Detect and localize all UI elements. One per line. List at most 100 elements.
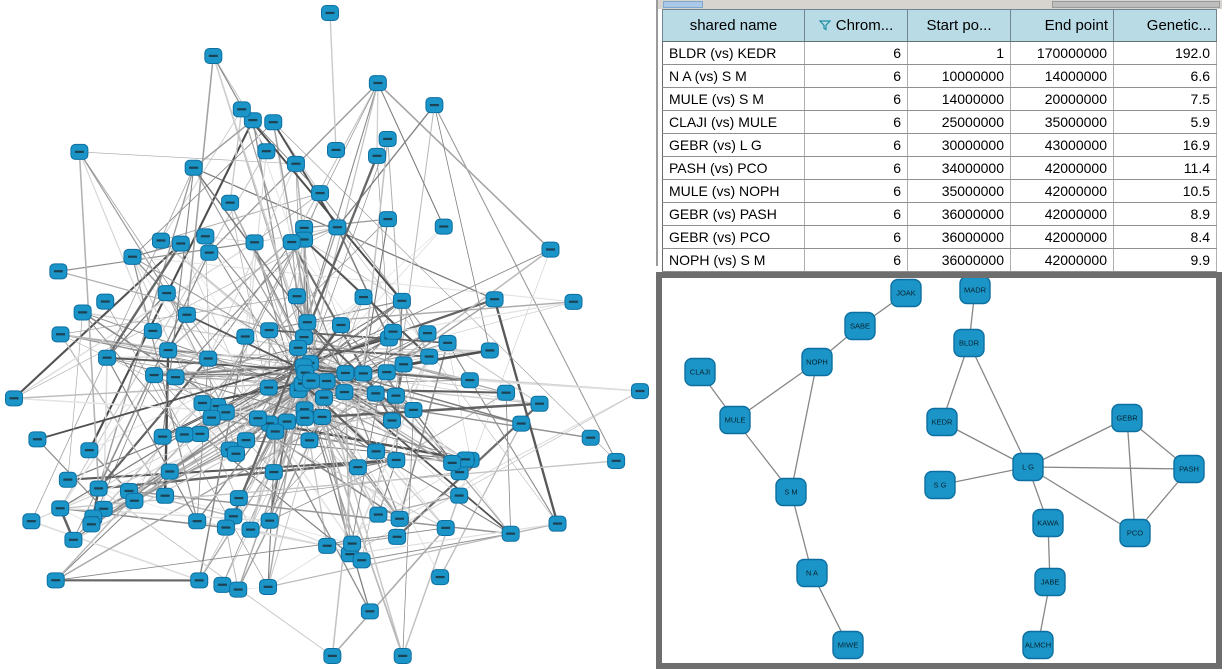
network-edge[interactable] bbox=[202, 402, 446, 529]
network-node[interactable] bbox=[145, 367, 164, 384]
network-node[interactable] bbox=[89, 480, 108, 497]
network-node[interactable] bbox=[143, 322, 162, 339]
network-node[interactable] bbox=[264, 114, 283, 131]
network-edge[interactable] bbox=[377, 82, 445, 227]
network-node[interactable] bbox=[368, 147, 387, 164]
network-edge[interactable] bbox=[399, 390, 641, 520]
network-node[interactable] bbox=[607, 452, 626, 469]
network-node[interactable] bbox=[241, 521, 260, 538]
network-node[interactable] bbox=[188, 513, 207, 530]
network-node[interactable] bbox=[460, 372, 479, 389]
network-node[interactable] bbox=[96, 293, 115, 310]
network-node[interactable]: JOAK bbox=[890, 278, 922, 308]
network-node[interactable] bbox=[501, 525, 520, 542]
network-edge[interactable] bbox=[73, 453, 237, 541]
network-edge[interactable] bbox=[160, 192, 321, 242]
network-node[interactable] bbox=[229, 490, 248, 507]
network-edge[interactable] bbox=[211, 82, 379, 418]
network-node[interactable] bbox=[311, 185, 330, 202]
network-node[interactable] bbox=[202, 409, 221, 426]
network-node[interactable] bbox=[384, 323, 403, 340]
network-edge[interactable] bbox=[267, 397, 325, 588]
network-node[interactable] bbox=[22, 513, 41, 530]
filter-funnel-icon[interactable] bbox=[818, 18, 832, 35]
network-node[interactable] bbox=[360, 603, 379, 620]
network-node[interactable] bbox=[171, 235, 190, 252]
network-edge[interactable] bbox=[98, 488, 333, 657]
network-node[interactable] bbox=[367, 443, 386, 460]
network-edge[interactable] bbox=[399, 356, 430, 519]
network-node[interactable] bbox=[564, 293, 583, 310]
table-row[interactable]: PASH (vs) PCO 6 34000000 42000000 11.4 bbox=[662, 156, 1217, 180]
network-node[interactable] bbox=[431, 569, 450, 586]
network-node[interactable] bbox=[394, 356, 413, 373]
network-node[interactable] bbox=[5, 390, 23, 407]
network-node[interactable] bbox=[382, 412, 401, 429]
network-edge[interactable] bbox=[1027, 466, 1136, 534]
network-node[interactable] bbox=[418, 325, 437, 342]
network-node[interactable] bbox=[480, 342, 499, 359]
network-node[interactable] bbox=[530, 395, 549, 412]
network-edge[interactable] bbox=[106, 292, 168, 359]
table-row[interactable]: GEBR (vs) L G 6 30000000 43000000 16.9 bbox=[662, 133, 1217, 157]
network-node[interactable] bbox=[328, 219, 347, 236]
network-edge[interactable] bbox=[207, 163, 297, 359]
network-edge[interactable] bbox=[106, 242, 182, 359]
network-node[interactable] bbox=[318, 537, 337, 554]
network-edge[interactable] bbox=[398, 342, 449, 520]
network-edge[interactable] bbox=[31, 167, 195, 522]
network-edge[interactable] bbox=[78, 151, 209, 359]
network-node[interactable] bbox=[548, 515, 567, 532]
network-node[interactable] bbox=[160, 463, 179, 480]
large-network-canvas[interactable] bbox=[0, 0, 657, 669]
network-edge[interactable] bbox=[245, 380, 327, 441]
network-edge[interactable] bbox=[198, 336, 247, 581]
network-node[interactable] bbox=[156, 487, 175, 504]
network-node[interactable]: SABE bbox=[844, 311, 876, 341]
network-edge[interactable] bbox=[60, 334, 203, 404]
network-edge[interactable] bbox=[153, 358, 209, 376]
network-edge[interactable] bbox=[336, 227, 390, 339]
network-node[interactable] bbox=[348, 459, 367, 476]
network-node[interactable] bbox=[352, 552, 371, 569]
network-node[interactable] bbox=[420, 348, 439, 365]
network-node[interactable] bbox=[259, 578, 278, 595]
network-node[interactable] bbox=[28, 431, 47, 448]
network-node[interactable] bbox=[199, 350, 218, 367]
network-node[interactable] bbox=[184, 159, 203, 176]
h-scrollbar-track-segment[interactable] bbox=[1052, 1, 1220, 8]
network-node[interactable] bbox=[196, 228, 215, 245]
network-node[interactable] bbox=[236, 328, 255, 345]
network-edge[interactable] bbox=[298, 346, 430, 358]
network-edge[interactable] bbox=[225, 527, 239, 590]
table-row[interactable]: GEBR (vs) PASH 6 36000000 42000000 8.9 bbox=[662, 202, 1217, 226]
network-node[interactable] bbox=[581, 429, 600, 446]
network-edge[interactable] bbox=[433, 105, 491, 351]
network-edge[interactable] bbox=[60, 333, 327, 382]
network-node[interactable] bbox=[314, 389, 333, 406]
network-node[interactable] bbox=[200, 244, 219, 261]
table-row[interactable]: GEBR (vs) PCO 6 36000000 42000000 8.4 bbox=[662, 225, 1217, 249]
network-node[interactable] bbox=[387, 452, 406, 469]
network-edge[interactable] bbox=[297, 82, 379, 349]
network-node[interactable] bbox=[286, 155, 305, 172]
network-node[interactable] bbox=[300, 432, 319, 449]
network-edge[interactable] bbox=[361, 533, 511, 561]
table-row[interactable]: CLAJI (vs) MULE 6 25000000 35000000 5.9 bbox=[662, 110, 1217, 134]
network-edge[interactable] bbox=[78, 151, 154, 332]
network-node[interactable] bbox=[226, 445, 245, 462]
network-edge[interactable] bbox=[968, 342, 1029, 468]
network-edge[interactable] bbox=[302, 382, 393, 422]
network-node[interactable]: N A bbox=[796, 558, 828, 588]
network-edge[interactable] bbox=[238, 471, 460, 499]
table-row[interactable]: BLDR (vs) KEDR 6 1 170000000 192.0 bbox=[662, 41, 1217, 65]
network-edge[interactable] bbox=[433, 104, 617, 462]
network-edge[interactable] bbox=[241, 108, 403, 302]
network-edge[interactable] bbox=[298, 138, 388, 391]
network-edge[interactable] bbox=[97, 357, 210, 490]
network-edge[interactable] bbox=[250, 528, 328, 547]
network-edge[interactable] bbox=[493, 298, 559, 524]
network-node[interactable] bbox=[287, 288, 306, 305]
network-edge[interactable] bbox=[308, 440, 328, 546]
network-node[interactable] bbox=[73, 304, 92, 321]
